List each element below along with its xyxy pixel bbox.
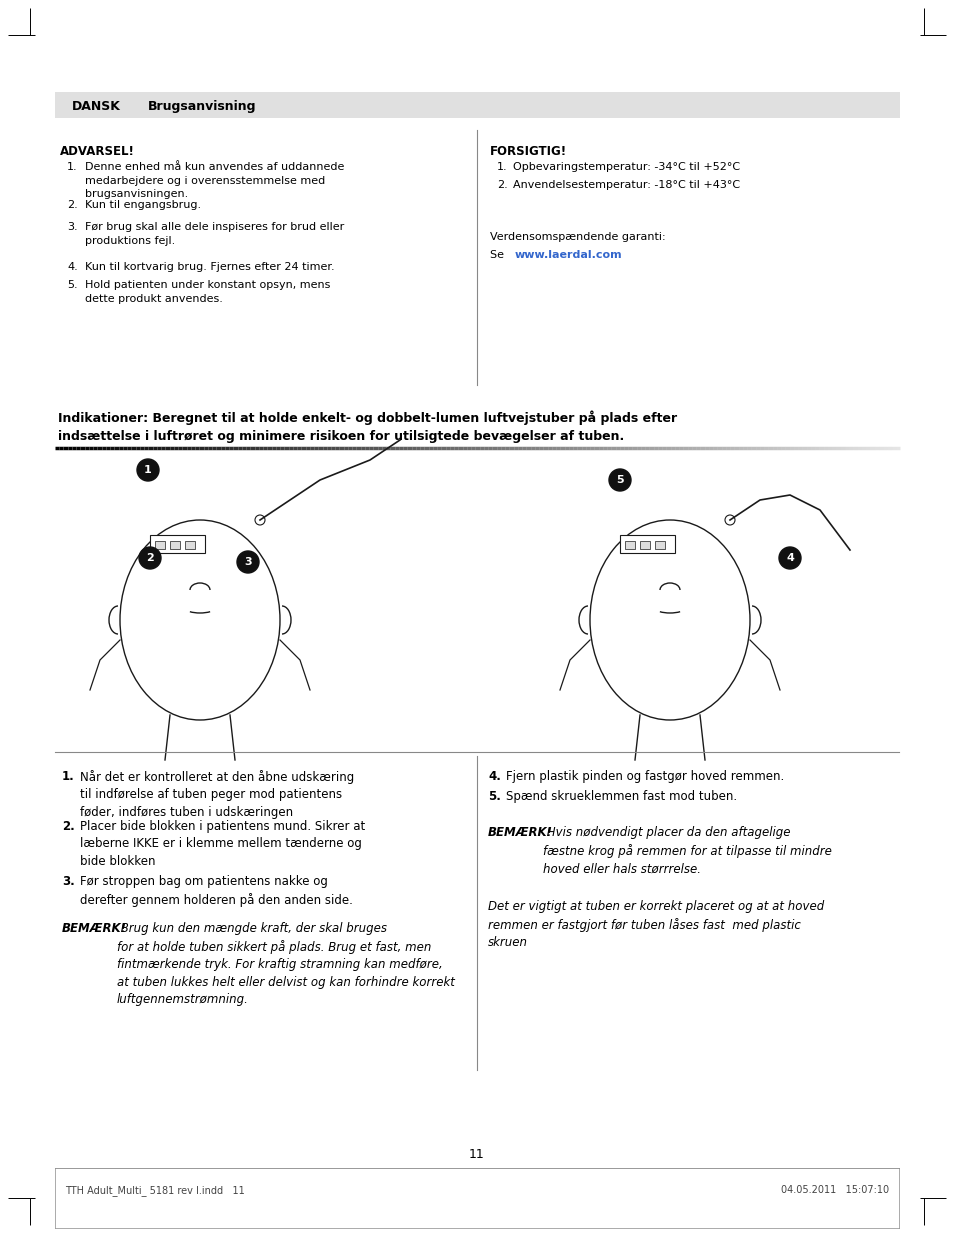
Text: Verdensomspændende garanti:: Verdensomspændende garanti: (490, 232, 665, 241)
Text: BEMÆRK!: BEMÆRK! (62, 922, 127, 935)
Circle shape (608, 469, 630, 491)
Bar (55, 92, 899, 118)
Text: Indikationer: Beregnet til at holde enkelt- og dobbelt-lumen luftvejstuber på pl: Indikationer: Beregnet til at holde enke… (58, 410, 677, 442)
Text: ADVARSEL!: ADVARSEL! (60, 145, 134, 158)
Bar (150, 535, 205, 553)
Text: 5: 5 (616, 475, 623, 485)
Text: 4.: 4. (488, 770, 500, 782)
Bar (170, 541, 180, 548)
Text: TTH Adult_Multi_ 5181 rev I.indd   11: TTH Adult_Multi_ 5181 rev I.indd 11 (65, 1185, 245, 1196)
Text: Det er vigtigt at tuben er korrekt placeret og at at hoved
remmen er fastgjort f: Det er vigtigt at tuben er korrekt place… (488, 900, 823, 950)
Text: Fjern plastik pinden og fastgør hoved remmen.: Fjern plastik pinden og fastgør hoved re… (505, 770, 783, 782)
Bar (185, 541, 194, 548)
Text: 2.: 2. (67, 201, 77, 210)
Text: 4: 4 (785, 553, 793, 563)
Bar (639, 541, 649, 548)
Text: Før brug skal alle dele inspiseres for brud eller
produktions fejl.: Før brug skal alle dele inspiseres for b… (85, 222, 344, 245)
Circle shape (779, 547, 801, 569)
Text: BEMÆRK!: BEMÆRK! (488, 826, 553, 839)
Circle shape (137, 459, 159, 482)
Text: FORSIGTIG!: FORSIGTIG! (490, 145, 566, 158)
Text: www.laerdal.com: www.laerdal.com (515, 250, 622, 260)
Text: Placer bide blokken i patientens mund. Sikrer at
læberne IKKE er i klemme mellem: Placer bide blokken i patientens mund. S… (80, 820, 365, 868)
Text: 1.: 1. (62, 770, 74, 782)
Bar (624, 541, 635, 548)
Text: Når det er kontrolleret at den åbne udskæring
til indførelse af tuben peger mod : Når det er kontrolleret at den åbne udsk… (80, 770, 354, 820)
Circle shape (236, 551, 258, 573)
Text: Kun til kortvarig brug. Fjernes efter 24 timer.: Kun til kortvarig brug. Fjernes efter 24… (85, 262, 335, 272)
Text: 11: 11 (469, 1148, 484, 1161)
Text: Hvis nødvendigt placer da den aftagelige
fæstne krog på remmen for at tilpasse t: Hvis nødvendigt placer da den aftagelige… (542, 826, 831, 875)
Text: Anvendelsestemperatur: -18°C til +43°C: Anvendelsestemperatur: -18°C til +43°C (513, 180, 740, 189)
Text: DANSK: DANSK (71, 100, 121, 113)
Text: 2.: 2. (62, 820, 74, 833)
Text: Opbevaringstemperatur: -34°C til +52°C: Opbevaringstemperatur: -34°C til +52°C (513, 162, 740, 172)
Circle shape (139, 547, 161, 569)
Text: 2.: 2. (497, 180, 507, 189)
Text: 3.: 3. (62, 875, 74, 888)
Bar (619, 535, 675, 553)
Text: 3: 3 (244, 557, 252, 567)
Text: Før stroppen bag om patientens nakke og
derefter gennem holderen på den anden si: Før stroppen bag om patientens nakke og … (80, 875, 353, 907)
Bar (655, 541, 664, 548)
Text: Brugsanvisning: Brugsanvisning (148, 100, 256, 113)
Text: Hold patienten under konstant opsyn, mens
dette produkt anvendes.: Hold patienten under konstant opsyn, men… (85, 280, 330, 303)
Text: 3.: 3. (67, 222, 77, 232)
Text: Se: Se (490, 250, 511, 260)
Bar (154, 541, 165, 548)
Text: Kun til engangsbrug.: Kun til engangsbrug. (85, 201, 201, 210)
Text: 04.05.2011   15:07:10: 04.05.2011 15:07:10 (781, 1185, 888, 1195)
Text: 2: 2 (146, 553, 153, 563)
Text: Denne enhed må kun anvendes af uddannede
medarbejdere og i overensstemmelse med
: Denne enhed må kun anvendes af uddannede… (85, 162, 344, 199)
Text: 5.: 5. (488, 790, 500, 803)
Text: Spænd skrueklemmen fast mod tuben.: Spænd skrueklemmen fast mod tuben. (505, 790, 737, 803)
Text: 4.: 4. (67, 262, 77, 272)
Text: 1.: 1. (497, 162, 507, 172)
Text: 1.: 1. (67, 162, 77, 172)
Text: 1: 1 (144, 465, 152, 475)
Text: 5.: 5. (67, 280, 77, 290)
Text: Brug kun den mængde kraft, der skal bruges
for at holde tuben sikkert på plads. : Brug kun den mængde kraft, der skal brug… (117, 922, 455, 1006)
